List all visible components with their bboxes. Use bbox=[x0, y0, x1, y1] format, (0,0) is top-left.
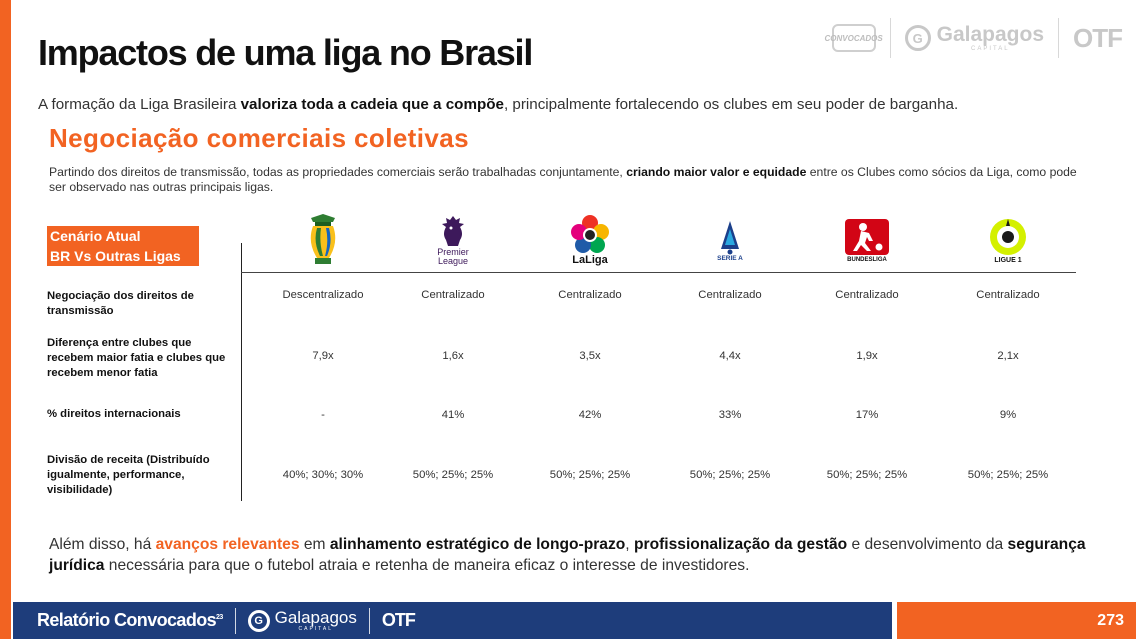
otf-logo: OTF bbox=[1073, 22, 1123, 53]
page-number: 273 bbox=[1097, 612, 1124, 629]
table-cell: 7,9x bbox=[312, 350, 334, 362]
table-cell: Descentralizado bbox=[282, 289, 364, 301]
table-cell: - bbox=[321, 409, 325, 421]
table-cell: Centralizado bbox=[835, 289, 899, 301]
table-cell: 50%; 25%; 25% bbox=[689, 469, 771, 481]
page-title: Impactos de uma liga no Brasil bbox=[38, 32, 533, 73]
ligue1-caption: LIGUE 1 bbox=[994, 256, 1022, 264]
bundesliga-caption: BUNDESLIGA bbox=[847, 257, 887, 263]
table-cell: 1,6x bbox=[442, 350, 464, 362]
conclusion-text: Além disso, há avanços relevantes em ali… bbox=[49, 536, 1086, 574]
table-cell: Centralizado bbox=[421, 289, 485, 301]
galapagos-g-icon: G bbox=[247, 609, 270, 632]
row-label-transmission: Negociação dos direitos de transmissão bbox=[47, 290, 194, 317]
bundesliga-player-icon bbox=[845, 219, 889, 255]
convocados-crest-logo: CONVOCADOS bbox=[825, 24, 883, 52]
ligue1-ball-icon bbox=[990, 218, 1026, 255]
table-cell: 41% bbox=[441, 409, 465, 421]
brasileirao-logo bbox=[268, 212, 378, 268]
footer-galapagos-caption: CAPITAL bbox=[298, 626, 333, 632]
footer-brand: Relatório Convocados23 bbox=[37, 610, 223, 630]
scenario-label-line1: Cenário Atual bbox=[47, 226, 199, 246]
table-cell: 2,1x bbox=[997, 350, 1019, 362]
laliga-logo: LaLiga bbox=[535, 212, 645, 268]
row-label-international: % direitos internacionais bbox=[47, 408, 181, 420]
table-cell: 17% bbox=[855, 409, 879, 421]
row-label-revenue-split: Divisão de receita (Distribuído igualmen… bbox=[47, 454, 210, 496]
galapagos-g-icon: G bbox=[904, 25, 931, 51]
header-logos: CONVOCADOS G Galapagos CAPITAL OTF bbox=[825, 16, 1123, 60]
logo-separator bbox=[889, 18, 891, 58]
table-cell: 33% bbox=[718, 409, 742, 421]
footer-otf-logo: OTF bbox=[381, 610, 416, 630]
galapagos-name: Galapagos bbox=[936, 23, 1044, 46]
laliga-flower-icon bbox=[571, 215, 609, 253]
table-cell: 50%; 25%; 25% bbox=[967, 469, 1049, 481]
serie-a-caption: SERIE A bbox=[717, 254, 743, 262]
laliga-caption: LaLiga bbox=[572, 254, 608, 266]
galapagos-caption: CAPITAL bbox=[971, 46, 1010, 52]
footer-separator bbox=[368, 607, 370, 634]
footer-accent-bar bbox=[897, 602, 1136, 639]
galapagos-logo: G Galapagos CAPITAL bbox=[904, 23, 1044, 52]
intro-text: A formação da Liga Brasileira valoriza t… bbox=[38, 96, 959, 113]
table-cell: Centralizado bbox=[698, 289, 762, 301]
table-cell: 40%; 30%; 30% bbox=[282, 469, 364, 481]
left-accent-bar bbox=[0, 0, 11, 639]
table-cell: Centralizado bbox=[558, 289, 622, 301]
table-cell: 50%; 25%; 25% bbox=[412, 469, 494, 481]
brasileirao-trophy-icon bbox=[310, 214, 336, 264]
footer-bar: Relatório Convocados23 G Galapagos CAPIT… bbox=[13, 602, 892, 639]
footer-galapagos-name: Galapagos bbox=[274, 608, 357, 627]
premier-league-logo: Premier League bbox=[398, 212, 508, 268]
row-label-difference: Diferença entre clubes que recebem maior… bbox=[47, 337, 226, 379]
section-title: Negociação comerciais coletivas bbox=[49, 123, 469, 153]
premier-league-lion-icon bbox=[442, 216, 464, 246]
table-cell: 3,5x bbox=[579, 350, 601, 362]
scenario-label-line2: BR Vs Outras Ligas bbox=[47, 246, 199, 266]
table-cell: 50%; 25%; 25% bbox=[549, 469, 631, 481]
table-cell: 42% bbox=[578, 409, 602, 421]
table-cell: 50%; 25%; 25% bbox=[826, 469, 908, 481]
footer-galapagos-logo: G Galapagos CAPITAL bbox=[247, 608, 357, 632]
table-cell: 4,4x bbox=[719, 350, 741, 362]
table-header-divider bbox=[241, 272, 1076, 273]
section-description: Partindo dos direitos de transmissão, to… bbox=[49, 165, 1077, 194]
table-vertical-divider bbox=[241, 243, 242, 501]
footer-separator bbox=[234, 607, 236, 634]
ligue1-logo: LIGUE 1 bbox=[953, 212, 1063, 268]
logo-separator bbox=[1058, 18, 1059, 58]
table-cell: 1,9x bbox=[856, 350, 878, 362]
bundesliga-logo: BUNDESLIGA bbox=[812, 212, 922, 268]
serie-a-logo: SERIE A bbox=[675, 212, 785, 268]
table-cell: Centralizado bbox=[976, 289, 1040, 301]
premier-league-caption: Premier League bbox=[437, 247, 469, 266]
serie-a-icon bbox=[721, 220, 739, 254]
table-cell: 9% bbox=[999, 409, 1017, 421]
